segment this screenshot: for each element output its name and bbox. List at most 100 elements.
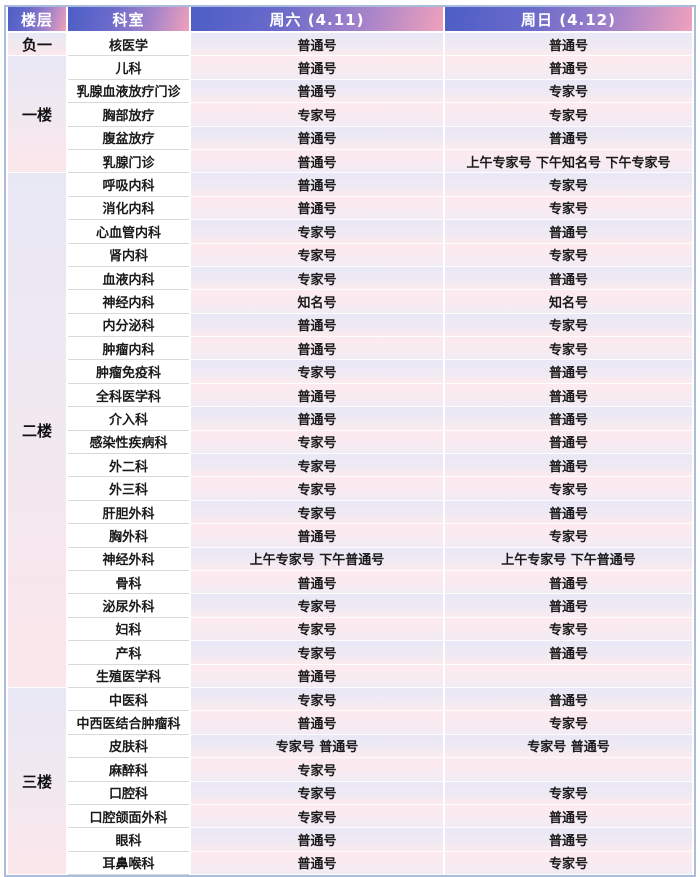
sunday-cell: 专家号	[445, 79, 692, 104]
saturday-cell: 普通号	[191, 711, 443, 735]
saturday-cell: 专家号	[191, 758, 443, 782]
sunday-cell: 知名号	[445, 290, 692, 314]
sunday-cell: 专家号	[445, 781, 692, 805]
column-header-department: 科室	[68, 7, 189, 33]
sunday-cell: 普通号	[445, 407, 692, 431]
department-cell: 口腔颌面外科	[68, 804, 189, 829]
sunday-cell: 专家号	[445, 617, 692, 642]
department-cell: 感染性疾病科	[68, 430, 189, 455]
department-cell: 口腔科	[68, 781, 189, 805]
table-row: 肝胆外科 专家号 普通号	[8, 500, 692, 525]
sunday-cell: 普通号	[445, 360, 692, 384]
header-row: 楼层 科室 周六 (4.11) 周日 (4.12)	[8, 7, 692, 33]
table-row: 腹盆放疗 普通号 普通号	[8, 126, 692, 150]
department-cell: 骨科	[68, 570, 189, 595]
table-row: 泌尿外科 专家号 普通号	[8, 594, 692, 618]
table-row: 血液内科 专家号 普通号	[8, 266, 692, 291]
sunday-cell: 普通号	[445, 500, 692, 525]
sunday-cell	[445, 664, 692, 688]
sunday-cell: 普通号	[445, 641, 692, 665]
department-cell: 介入科	[68, 407, 189, 431]
saturday-cell: 普通号	[191, 79, 443, 104]
department-cell: 神经外科	[68, 547, 189, 571]
department-cell: 泌尿外科	[68, 594, 189, 618]
saturday-cell: 普通号	[191, 383, 443, 408]
sunday-cell: 专家号	[445, 851, 692, 876]
sunday-cell	[445, 758, 692, 782]
department-cell: 产科	[68, 641, 189, 665]
table-row: 眼科 普通号 普通号	[8, 828, 692, 852]
sunday-cell: 普通号	[445, 687, 692, 712]
table-row: 妇科 专家号 专家号	[8, 617, 692, 642]
saturday-cell: 专家号	[191, 477, 443, 501]
table-row: 麻醉科 专家号	[8, 758, 692, 782]
saturday-cell: 专家号	[191, 641, 443, 665]
department-cell: 腹盆放疗	[68, 126, 189, 150]
table-row: 感染性疾病科 专家号 普通号	[8, 430, 692, 455]
department-cell: 胸外科	[68, 524, 189, 548]
saturday-cell: 专家号	[191, 430, 443, 455]
sunday-cell: 上午专家号 下午普通号	[445, 547, 692, 571]
table-row: 外二科 专家号 普通号	[8, 454, 692, 478]
sunday-cell: 普通号	[445, 430, 692, 455]
saturday-cell: 普通号	[191, 570, 443, 595]
saturday-cell: 普通号	[191, 337, 443, 361]
sunday-cell: 专家号	[445, 196, 692, 221]
sunday-cell: 普通号	[445, 33, 692, 57]
table-row: 二楼 呼吸内科 普通号 专家号	[8, 173, 692, 688]
saturday-cell: 专家号	[191, 687, 443, 712]
saturday-cell: 专家号	[191, 500, 443, 525]
department-cell: 心血管内科	[68, 220, 189, 244]
department-cell: 神经内科	[68, 290, 189, 314]
saturday-cell: 普通号	[191, 173, 443, 197]
saturday-cell: 专家号	[191, 243, 443, 267]
sunday-cell: 专家号	[445, 243, 692, 267]
saturday-cell: 普通号	[191, 851, 443, 876]
sunday-cell: 普通号	[445, 56, 692, 80]
column-header-floor: 楼层	[8, 7, 66, 33]
sunday-cell: 普通号	[445, 594, 692, 618]
saturday-cell: 专家号	[191, 781, 443, 805]
saturday-cell: 专家号	[191, 804, 443, 829]
table-row: 口腔颌面外科 专家号 普通号	[8, 804, 692, 829]
department-cell: 眼科	[68, 828, 189, 852]
saturday-cell: 普通号	[191, 149, 443, 174]
floor-label: 二楼	[8, 173, 66, 688]
table-row: 神经外科 上午专家号 下午普通号 上午专家号 下午普通号	[8, 547, 692, 571]
department-cell: 核医学	[68, 33, 189, 57]
table-row: 骨科 普通号 普通号	[8, 570, 692, 595]
department-cell: 妇科	[68, 617, 189, 642]
sunday-cell: 专家号	[445, 173, 692, 197]
department-cell: 生殖医学科	[68, 664, 189, 688]
saturday-cell: 专家号	[191, 360, 443, 384]
table-row: 全科医学科 普通号 普通号	[8, 383, 692, 408]
table-row: 一楼 儿科 普通号 普通号	[8, 56, 692, 174]
department-cell: 肾内科	[68, 243, 189, 267]
table-row: 负一 核医学 普通号 普通号	[8, 33, 692, 57]
department-cell: 皮肤科	[68, 734, 189, 759]
department-cell: 消化内科	[68, 196, 189, 221]
department-cell: 内分泌科	[68, 313, 189, 338]
sunday-cell: 专家号	[445, 524, 692, 548]
saturday-cell: 上午专家号 下午普通号	[191, 547, 443, 571]
sunday-cell: 普通号	[445, 383, 692, 408]
column-header-sunday: 周日 (4.12)	[445, 7, 692, 33]
department-cell: 中西医结合肿瘤科	[68, 711, 189, 735]
sunday-cell: 普通号	[445, 804, 692, 829]
saturday-cell: 普通号	[191, 524, 443, 548]
sunday-cell: 普通号	[445, 126, 692, 150]
department-cell: 胸部放疗	[68, 103, 189, 127]
table-row: 胸外科 普通号 专家号	[8, 524, 692, 548]
department-cell: 肿瘤内科	[68, 337, 189, 361]
saturday-cell: 普通号	[191, 56, 443, 80]
table-row: 中西医结合肿瘤科 普通号 专家号	[8, 711, 692, 735]
sunday-cell: 普通号	[445, 570, 692, 595]
schedule-table-wrapper: 楼层 科室 周六 (4.11) 周日 (4.12) 负一 核医学 普通号 普通号 一楼儿…	[4, 5, 696, 877]
department-cell: 全科医学科	[68, 383, 189, 408]
department-cell: 血液内科	[68, 266, 189, 291]
saturday-cell: 普通号	[191, 664, 443, 688]
saturday-cell: 专家号 普通号	[191, 734, 443, 759]
sunday-cell: 普通号	[445, 266, 692, 291]
table-row: 皮肤科 专家号 普通号 专家号 普通号	[8, 734, 692, 759]
saturday-cell: 普通号	[191, 126, 443, 150]
